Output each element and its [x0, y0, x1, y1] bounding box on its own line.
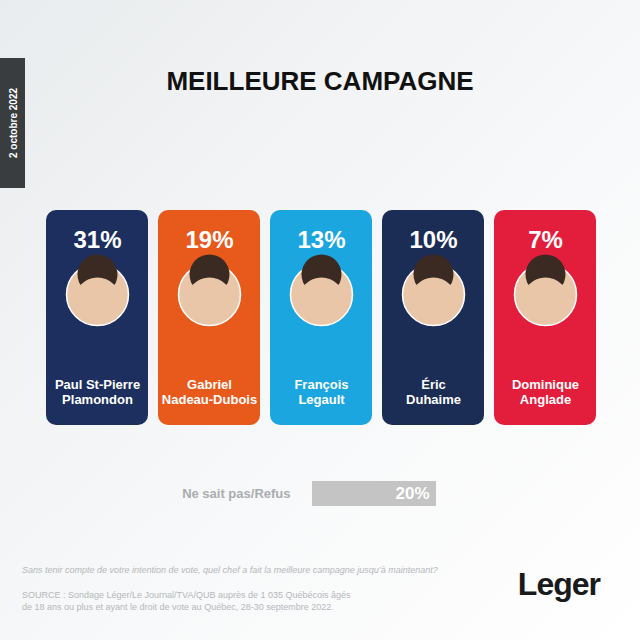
svg-text:GabrielNadeau-Dubois: GabrielNadeau-Dubois: [162, 377, 257, 407]
html-text:Leger: Leger: [517, 566, 600, 602]
svg-text:13%: 13%: [297, 226, 345, 253]
html-text:2 octobre 2022: 2 octobre 2022: [7, 88, 18, 158]
html-text:Sans tenir compte de votre int: Sans tenir compte de votre intention de …: [22, 565, 438, 575]
svg-text:DominiqueAnglade: DominiqueAnglade: [512, 377, 579, 407]
svg-text:FrançoisLegault: FrançoisLegault: [294, 377, 348, 407]
svg-text:31%: 31%: [73, 226, 121, 253]
html-text:SOURCE : Sondage Léger/Le Jour: SOURCE : Sondage Léger/Le Journal/TVA/QU…: [22, 590, 351, 612]
svg-text:20%: 20%: [395, 484, 429, 503]
svg-text:7%: 7%: [528, 226, 563, 253]
html-text:MEILLEURE CAMPAGNE: MEILLEURE CAMPAGNE: [166, 66, 474, 96]
svg-text:Ne sait pas/Refus: Ne sait pas/Refus: [182, 486, 290, 501]
svg-text:ÉricDuhaime: ÉricDuhaime: [406, 377, 461, 407]
svg-text:10%: 10%: [409, 226, 457, 253]
svg-text:19%: 19%: [185, 226, 233, 253]
svg-text:Paul St-PierrePlamondon: Paul St-PierrePlamondon: [55, 377, 140, 407]
